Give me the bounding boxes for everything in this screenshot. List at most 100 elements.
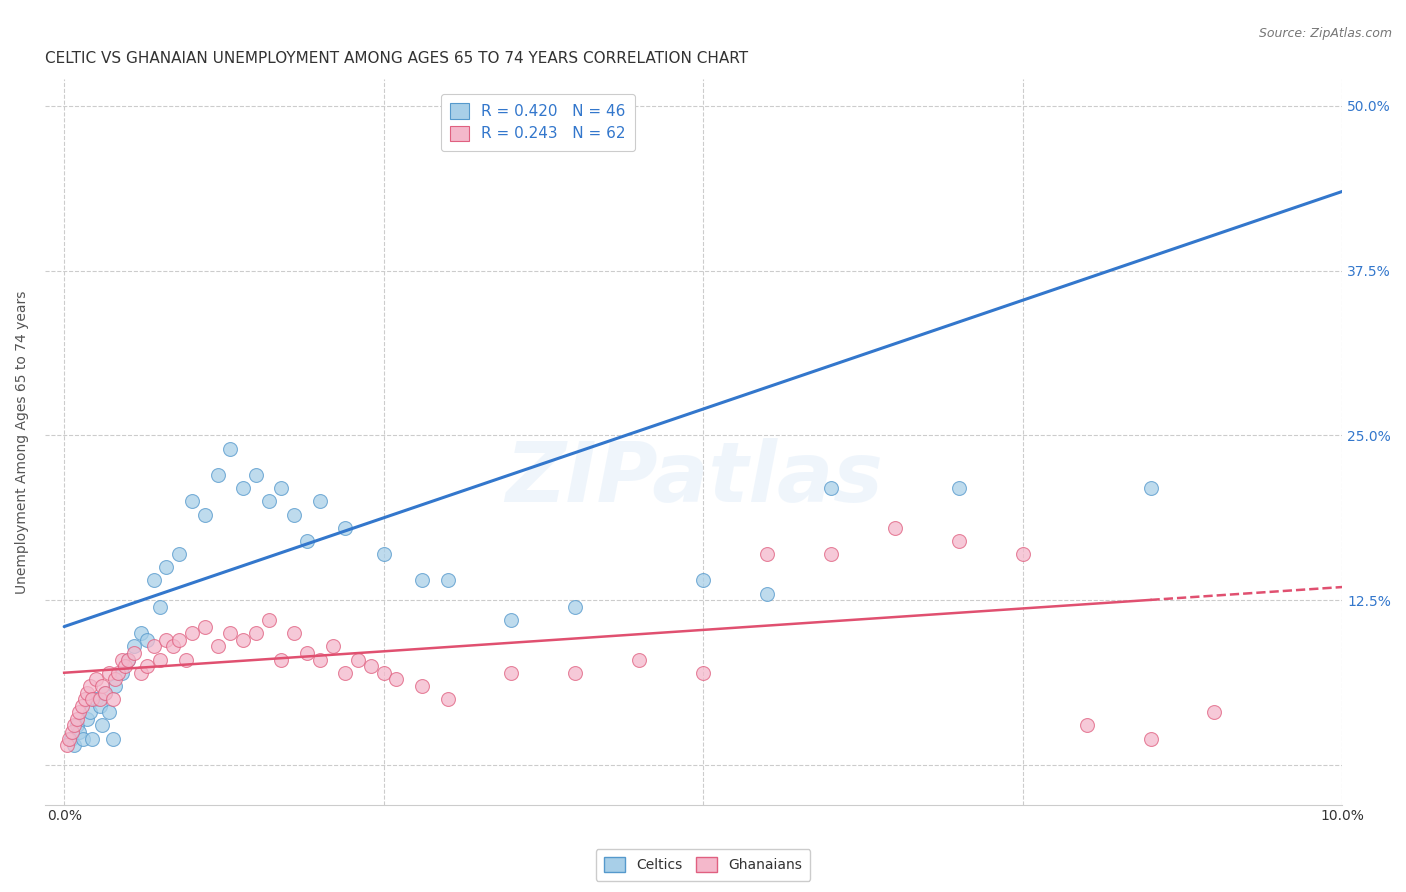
- Point: [232, 632, 254, 647]
- Point: [1011, 547, 1033, 561]
- Point: [69, 725, 91, 739]
- Point: [66, 712, 89, 726]
- Point: [84, 692, 107, 706]
- Point: [70, 698, 93, 713]
- Point: [181, 494, 204, 508]
- Point: [66, 718, 89, 732]
- Point: [97, 706, 120, 720]
- Point: [232, 481, 254, 495]
- Point: [101, 692, 124, 706]
- Point: [124, 646, 146, 660]
- Point: [501, 665, 523, 680]
- Point: [820, 481, 842, 495]
- Point: [1076, 718, 1098, 732]
- Point: [60, 725, 83, 739]
- Point: [73, 692, 96, 706]
- Point: [322, 640, 344, 654]
- Point: [104, 673, 127, 687]
- Point: [692, 665, 714, 680]
- Point: [295, 533, 318, 548]
- Point: [295, 646, 318, 660]
- Point: [564, 665, 586, 680]
- Point: [94, 685, 117, 699]
- Point: [124, 640, 146, 654]
- Point: [181, 626, 204, 640]
- Point: [162, 640, 184, 654]
- Point: [84, 673, 107, 687]
- Point: [948, 533, 970, 548]
- Point: [149, 599, 172, 614]
- Point: [155, 632, 177, 647]
- Point: [257, 613, 280, 627]
- Point: [59, 731, 82, 746]
- Point: [360, 659, 382, 673]
- Point: [63, 718, 86, 732]
- Point: [167, 632, 190, 647]
- Point: [136, 632, 159, 647]
- Point: [55, 739, 77, 753]
- Point: [948, 481, 970, 495]
- Point: [89, 692, 111, 706]
- Y-axis label: Unemployment Among Ages 65 to 74 years: Unemployment Among Ages 65 to 74 years: [15, 290, 30, 594]
- Point: [76, 685, 98, 699]
- Point: [82, 731, 104, 746]
- Text: Source: ZipAtlas.com: Source: ZipAtlas.com: [1258, 27, 1392, 40]
- Point: [283, 626, 305, 640]
- Point: [91, 679, 114, 693]
- Point: [219, 626, 242, 640]
- Point: [245, 467, 267, 482]
- Point: [111, 665, 134, 680]
- Point: [101, 731, 124, 746]
- Point: [219, 442, 242, 456]
- Point: [756, 587, 779, 601]
- Text: CELTIC VS GHANAIAN UNEMPLOYMENT AMONG AGES 65 TO 74 YEARS CORRELATION CHART: CELTIC VS GHANAIAN UNEMPLOYMENT AMONG AG…: [45, 51, 748, 66]
- Point: [411, 679, 433, 693]
- Point: [207, 467, 229, 482]
- Point: [411, 574, 433, 588]
- Point: [335, 521, 357, 535]
- Point: [373, 665, 395, 680]
- Point: [245, 626, 267, 640]
- Point: [308, 494, 330, 508]
- Point: [72, 731, 94, 746]
- Point: [79, 679, 101, 693]
- Point: [756, 547, 779, 561]
- Point: [91, 718, 114, 732]
- Point: [76, 712, 98, 726]
- Point: [564, 599, 586, 614]
- Point: [194, 508, 217, 522]
- Point: [194, 619, 217, 633]
- Point: [501, 613, 523, 627]
- Point: [347, 652, 370, 666]
- Point: [117, 652, 139, 666]
- Point: [257, 494, 280, 508]
- Point: [149, 652, 172, 666]
- Point: [69, 706, 91, 720]
- Point: [114, 659, 136, 673]
- Point: [111, 652, 134, 666]
- Point: [884, 521, 907, 535]
- Text: ZIPatlas: ZIPatlas: [505, 438, 883, 519]
- Point: [270, 652, 292, 666]
- Point: [94, 685, 117, 699]
- Point: [142, 574, 165, 588]
- Point: [104, 679, 127, 693]
- Point: [129, 626, 152, 640]
- Point: [63, 739, 86, 753]
- Point: [1139, 481, 1161, 495]
- Point: [136, 659, 159, 673]
- Point: [79, 706, 101, 720]
- Point: [117, 652, 139, 666]
- Point: [373, 547, 395, 561]
- Point: [283, 508, 305, 522]
- Point: [820, 547, 842, 561]
- Point: [270, 481, 292, 495]
- Point: [97, 665, 120, 680]
- Point: [82, 692, 104, 706]
- Legend: Celtics, Ghanaians: Celtics, Ghanaians: [596, 849, 810, 880]
- Point: [436, 574, 458, 588]
- Legend: R = 0.420   N = 46, R = 0.243   N = 62: R = 0.420 N = 46, R = 0.243 N = 62: [441, 95, 634, 151]
- Point: [89, 698, 111, 713]
- Point: [628, 652, 651, 666]
- Point: [107, 665, 129, 680]
